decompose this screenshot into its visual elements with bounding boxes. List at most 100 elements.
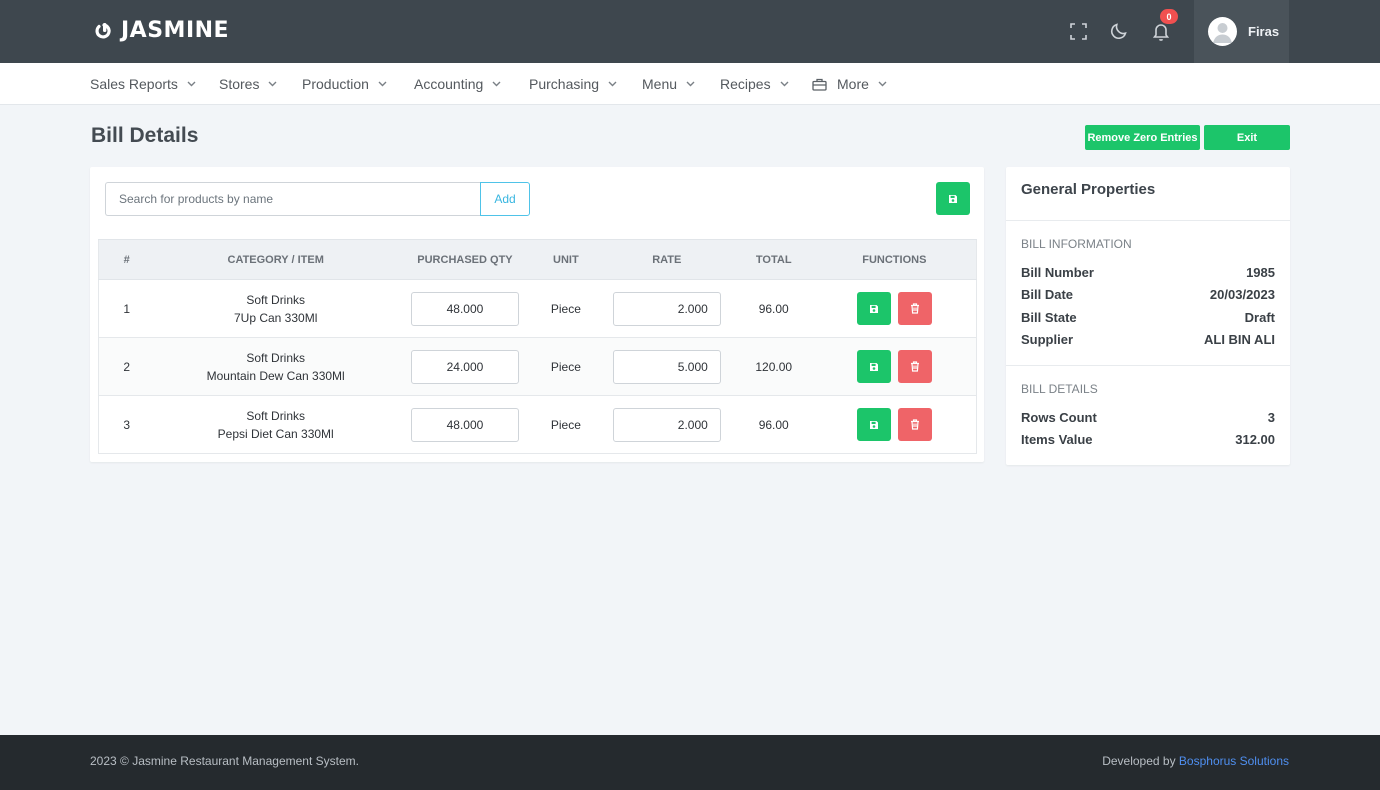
user-avatar-icon <box>1208 17 1237 46</box>
add-button[interactable]: Add <box>480 182 530 216</box>
qty-input[interactable] <box>410 349 519 384</box>
row-unit: Piece <box>550 301 581 316</box>
nav-item-label: Purchasing <box>529 76 600 92</box>
header-unit: UNIT <box>532 239 599 280</box>
rows-count-row: Rows Count 3 <box>1021 410 1275 425</box>
bill-number-row: Bill Number 1985 <box>1021 265 1275 280</box>
delete-row-button[interactable] <box>897 408 932 441</box>
floppy-disk-icon <box>869 304 879 314</box>
rate-input[interactable] <box>612 291 721 326</box>
row-unit: Piece <box>550 359 581 374</box>
bell-icon[interactable] <box>1150 20 1172 42</box>
row-total: 96.00 <box>758 417 789 432</box>
table-row: 2 Soft Drinks Mountain Dew Can 330Ml Pie… <box>98 337 977 396</box>
fullscreen-icon[interactable] <box>1067 20 1089 42</box>
nav-more[interactable]: More <box>812 63 887 105</box>
delete-row-button[interactable] <box>897 292 932 325</box>
nav-item-label: Sales Reports <box>90 76 178 92</box>
bill-information-label: BILL INFORMATION <box>1021 237 1132 251</box>
qty-input[interactable] <box>410 291 519 326</box>
table-row: 3 Soft Drinks Pepsi Diet Can 330Ml Piece… <box>98 396 977 454</box>
row-qty-cell <box>397 396 533 454</box>
search-input[interactable] <box>105 182 481 216</box>
header-total: TOTAL <box>734 239 813 280</box>
bill-number-label: Bill Number <box>1021 265 1094 280</box>
main-nav: Sales Reports Stores Production Accounti… <box>0 63 1380 105</box>
logo-mark-icon <box>95 22 113 40</box>
nav-purchasing[interactable]: Purchasing <box>529 63 617 105</box>
row-index: 2 <box>123 359 131 374</box>
row-qty-cell <box>397 280 533 338</box>
table-header-row: # CATEGORY / ITEM PURCHASED QTY UNIT RAT… <box>98 239 977 280</box>
supplier-row: Supplier ALI BIN ALI <box>1021 332 1275 347</box>
remove-zero-entries-button[interactable]: Remove Zero Entries <box>1085 125 1200 150</box>
row-qty-cell <box>397 338 533 396</box>
chevron-down-icon <box>878 81 887 87</box>
items-value-value: 312.00 <box>1235 432 1275 447</box>
row-item: 7Up Can 330Ml <box>233 310 318 325</box>
row-category: Soft Drinks <box>246 292 306 307</box>
save-row-button[interactable] <box>856 292 891 325</box>
supplier-label: Supplier <box>1021 332 1074 347</box>
trash-icon <box>910 303 920 314</box>
chevron-down-icon <box>780 81 789 87</box>
floppy-disk-icon <box>869 420 879 430</box>
nav-item-label: Accounting <box>414 76 484 92</box>
divider <box>1006 220 1290 221</box>
trash-icon <box>910 361 920 372</box>
row-index: 1 <box>123 301 131 316</box>
bill-date-value: 20/03/2023 <box>1209 287 1275 302</box>
general-properties-card <box>1006 167 1290 465</box>
nav-item-label: Recipes <box>720 76 771 92</box>
items-value-label: Items Value <box>1021 432 1093 447</box>
nav-accounting[interactable]: Accounting <box>414 63 501 105</box>
chevron-down-icon <box>268 81 277 87</box>
rate-input[interactable] <box>612 349 721 384</box>
trash-icon <box>910 419 920 430</box>
rows-count-value: 3 <box>1267 410 1275 425</box>
chevron-down-icon <box>608 81 617 87</box>
row-category: Soft Drinks <box>246 408 306 423</box>
qty-input[interactable] <box>410 407 519 442</box>
nav-item-label: More <box>837 76 869 92</box>
nav-item-label: Stores <box>219 76 260 92</box>
save-row-button[interactable] <box>856 350 891 383</box>
app-logo-text: JASMINE <box>121 18 230 43</box>
nav-sales-reports[interactable]: Sales Reports <box>90 63 196 105</box>
user-menu[interactable]: Firas <box>1194 0 1289 63</box>
row-unit: Piece <box>550 417 581 432</box>
chevron-down-icon <box>686 81 695 87</box>
moon-icon[interactable] <box>1108 20 1130 42</box>
nav-menu[interactable]: Menu <box>642 63 695 105</box>
bill-state-row: Bill State Draft <box>1021 310 1275 325</box>
bill-items-card <box>90 167 984 462</box>
floppy-disk-icon <box>948 194 958 204</box>
row-category-item: Soft Drinks 7Up Can 330Ml <box>154 280 397 338</box>
header-purchased-qty: PURCHASED QTY <box>396 239 533 280</box>
general-properties-title: General Properties <box>1021 181 1156 198</box>
header-functions: FUNCTIONS <box>812 239 977 280</box>
save-all-button[interactable] <box>936 182 970 215</box>
items-value-row: Items Value 312.00 <box>1021 432 1275 447</box>
nav-recipes[interactable]: Recipes <box>720 63 789 105</box>
rate-input[interactable] <box>612 407 721 442</box>
row-functions <box>813 338 977 396</box>
user-name: Firas <box>1248 24 1280 39</box>
notification-badge: 0 <box>1160 9 1178 24</box>
nav-production[interactable]: Production <box>302 63 387 105</box>
supplier-value: ALI BIN ALI <box>1203 332 1275 347</box>
nav-stores[interactable]: Stores <box>219 63 277 105</box>
row-category-item: Soft Drinks Pepsi Diet Can 330Ml <box>154 396 397 454</box>
footer-copyright: 2023 © Jasmine Restaurant Management Sys… <box>90 754 359 768</box>
exit-button[interactable]: Exit <box>1204 125 1290 150</box>
delete-row-button[interactable] <box>897 350 932 383</box>
bill-state-label: Bill State <box>1021 310 1077 325</box>
developer-link[interactable]: Bosphorus Solutions <box>1178 754 1289 768</box>
footer-developed-by: Developed by <box>1102 754 1179 768</box>
product-search: Add <box>105 182 530 216</box>
bill-state-value: Draft <box>1244 310 1275 325</box>
app-logo[interactable]: JASMINE <box>95 18 229 43</box>
chevron-down-icon <box>187 81 196 87</box>
chevron-down-icon <box>378 81 387 87</box>
save-row-button[interactable] <box>856 408 891 441</box>
